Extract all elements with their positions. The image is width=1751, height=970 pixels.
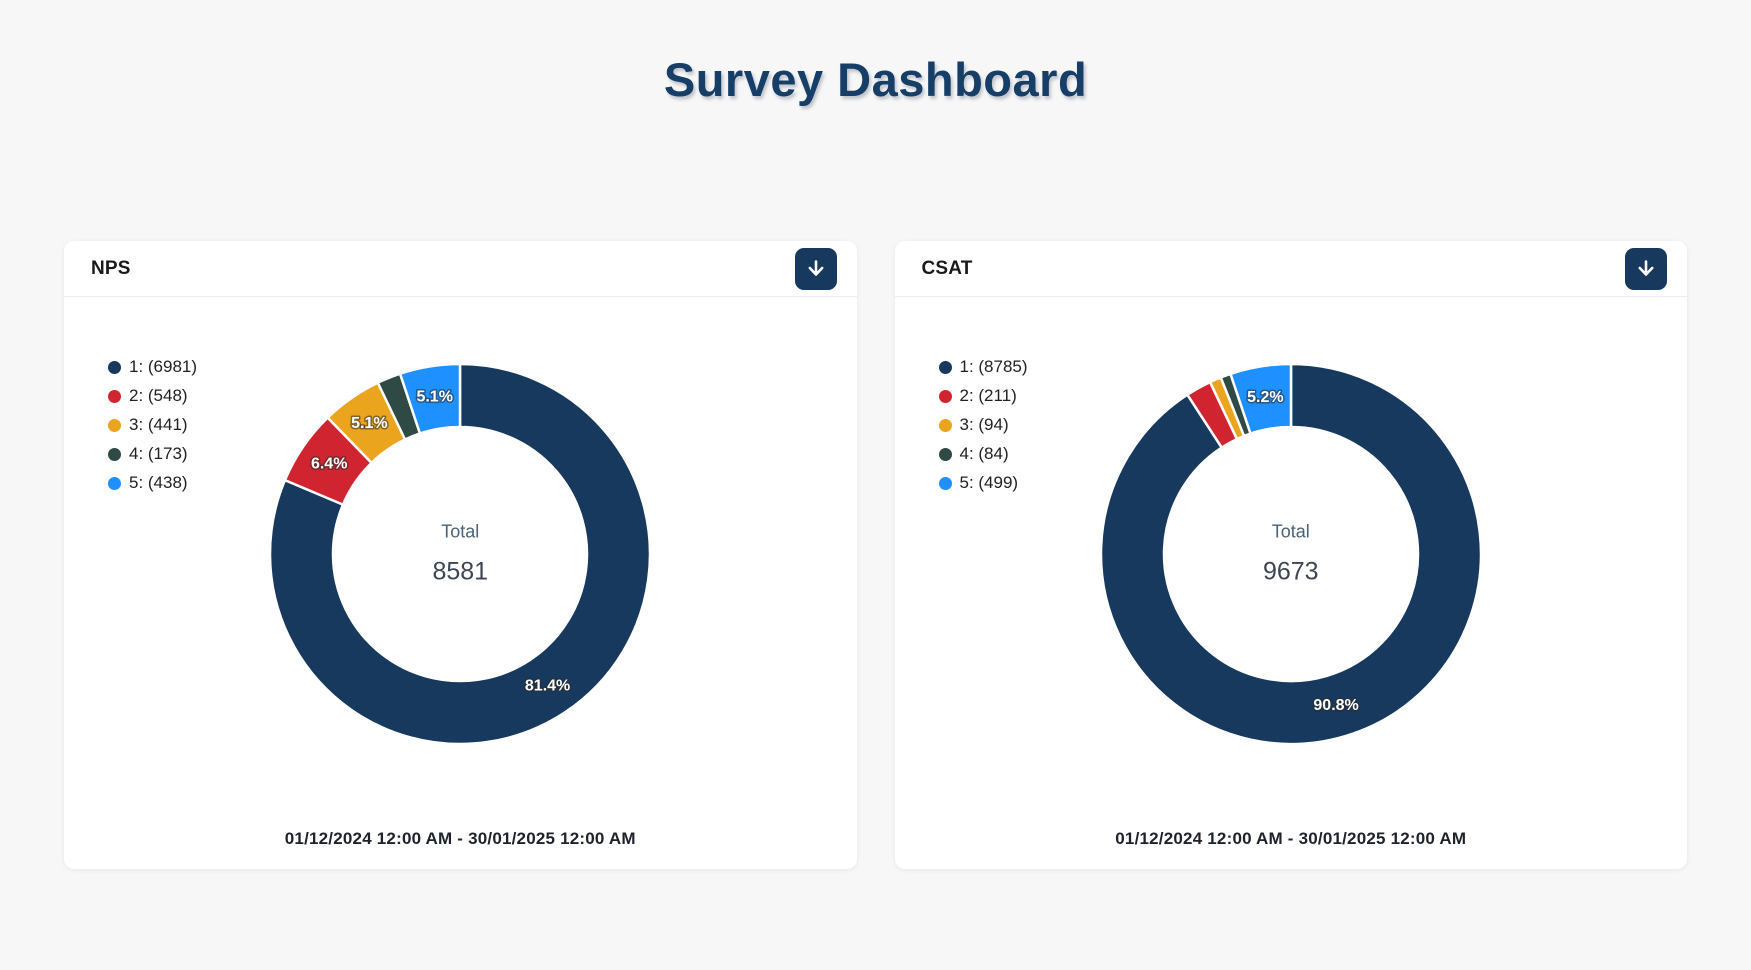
download-arrow-icon bbox=[808, 259, 823, 276]
legend-color-dot bbox=[938, 389, 952, 403]
legend-color-dot bbox=[938, 360, 952, 374]
nps-chart-area: 1: (6981) 2: (548) 3: (441) 4: (173) 5: (438… bbox=[64, 297, 857, 775]
legend-label: 1: (6981) bbox=[129, 357, 198, 376]
legend-label: 5: (499) bbox=[959, 473, 1019, 492]
csat-card-header: CSAT bbox=[894, 241, 1687, 297]
legend-item[interactable]: 2: (211) bbox=[938, 386, 1028, 406]
legend-label: 4: (173) bbox=[129, 444, 188, 463]
legend-item[interactable]: 4: (84) bbox=[938, 444, 1028, 464]
csat-card-title: CSAT bbox=[921, 257, 973, 279]
legend-item[interactable]: 3: (441) bbox=[108, 415, 197, 435]
legend-color-dot bbox=[938, 476, 952, 490]
nps-card: NPS 1: (6981) 2: (548) 3: (441) 4: (173) 5: … bbox=[64, 241, 857, 869]
legend-item[interactable]: 2: (548) bbox=[108, 386, 197, 406]
cards-row: NPS 1: (6981) 2: (548) 3: (441) 4: (173) 5: … bbox=[64, 241, 1687, 869]
csat-donut-svg: 90.8%5.2% bbox=[1099, 362, 1482, 746]
download-arrow-icon bbox=[1638, 259, 1654, 276]
csat-chart-area: 1: (8785) 2: (211) 3: (94) 4: (84) 5: (499) … bbox=[895, 297, 1688, 775]
legend-label: 4: (84) bbox=[959, 444, 1009, 463]
legend-label: 2: (548) bbox=[129, 386, 188, 405]
nps-donut-svg: 81.4%6.4%5.1%5.1% bbox=[269, 362, 652, 746]
nps-chart-legend: 1: (6981) 2: (548) 3: (441) 4: (173) 5: (438… bbox=[108, 357, 197, 502]
legend-label: 1: (8785) bbox=[959, 357, 1028, 376]
csat-card: CSAT 1: (8785) 2: (211) 3: (94) 4: (84) 5: (… bbox=[894, 241, 1688, 869]
legend-label: 3: (94) bbox=[959, 415, 1009, 434]
nps-download-button[interactable] bbox=[794, 247, 837, 290]
donut-slice[interactable] bbox=[399, 362, 462, 435]
legend-color-dot bbox=[108, 476, 121, 490]
legend-item[interactable]: 5: (499) bbox=[938, 473, 1028, 493]
legend-color-dot bbox=[108, 418, 121, 432]
legend-color-dot bbox=[108, 389, 121, 403]
csat-chart-legend: 1: (8785) 2: (211) 3: (94) 4: (84) 5: (499) bbox=[938, 357, 1028, 502]
legend-color-dot bbox=[108, 360, 121, 374]
legend-item[interactable]: 1: (6981) bbox=[108, 357, 197, 377]
legend-label: 5: (438) bbox=[129, 473, 188, 492]
legend-item[interactable]: 4: (173) bbox=[108, 444, 197, 464]
legend-item[interactable]: 1: (8785) bbox=[938, 357, 1028, 377]
nps-card-title: NPS bbox=[91, 257, 131, 279]
legend-color-dot bbox=[938, 447, 952, 461]
nps-card-header: NPS bbox=[64, 241, 857, 297]
nps-donut-chart: 81.4% 6.4% 5.1% 5.1% Total 8581 bbox=[260, 354, 660, 754]
donut-slice[interactable] bbox=[269, 362, 652, 746]
page-title: Survey Dashboard bbox=[663, 53, 1088, 106]
csat-date-range: 01/12/2024 12:00 AM - 30/01/2025 12:00 A… bbox=[1115, 829, 1467, 848]
donut-slice[interactable] bbox=[1228, 362, 1292, 435]
csat-donut-chart: 90.8% 5.2% Total 9673 bbox=[1091, 354, 1491, 754]
legend-label: 2: (211) bbox=[959, 386, 1017, 405]
nps-date-range: 01/12/2024 12:00 AM - 30/01/2025 12:00 A… bbox=[284, 829, 636, 848]
legend-item[interactable]: 5: (438) bbox=[108, 473, 197, 493]
csat-download-button[interactable] bbox=[1625, 247, 1667, 290]
donut-slice[interactable] bbox=[1099, 362, 1482, 746]
legend-color-dot bbox=[108, 447, 121, 461]
legend-item[interactable]: 3: (94) bbox=[938, 415, 1028, 435]
legend-color-dot bbox=[938, 418, 952, 432]
legend-label: 3: (441) bbox=[129, 415, 188, 434]
